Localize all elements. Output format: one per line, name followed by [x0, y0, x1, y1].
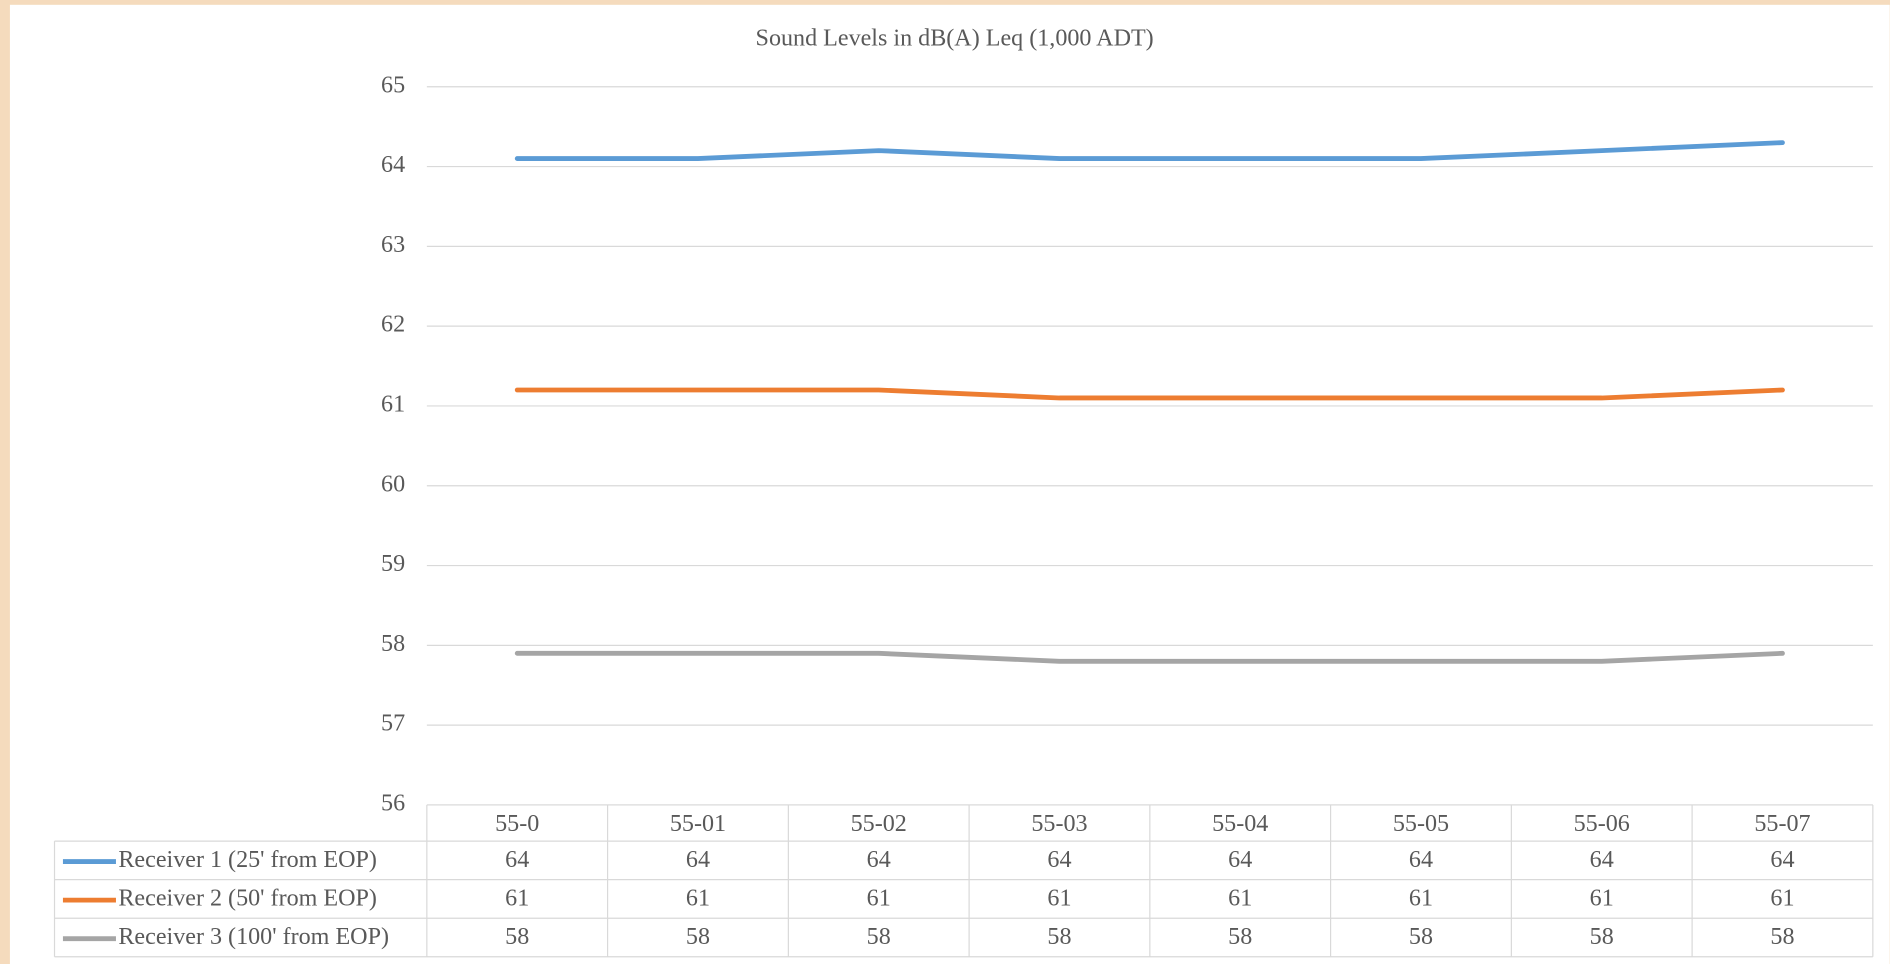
- table-value: 61: [867, 886, 891, 912]
- series-line: [514, 650, 1785, 664]
- table-value: 58: [867, 924, 891, 950]
- x-tick-label: 55-02: [851, 811, 907, 837]
- y-tick-label: 65: [381, 72, 405, 98]
- x-tick-label: 55-07: [1754, 811, 1810, 837]
- table-value: 58: [1228, 924, 1252, 950]
- x-tick-label: 55-05: [1393, 811, 1449, 837]
- table-value: 64: [1047, 847, 1071, 873]
- x-tick-label: 55-0: [495, 811, 539, 837]
- table-value: 64: [1409, 847, 1433, 873]
- table-value: 61: [1047, 886, 1071, 912]
- table-value: 64: [1590, 847, 1614, 873]
- legend-label: Receiver 1 (25' from EOP): [118, 847, 377, 873]
- table-value: 64: [1228, 847, 1252, 873]
- legend-label: Receiver 2 (50' from EOP): [118, 886, 377, 912]
- y-tick-label: 57: [381, 711, 405, 737]
- table-value: 61: [1228, 886, 1252, 912]
- y-tick-label: 62: [381, 312, 405, 338]
- x-tick-label: 55-04: [1212, 811, 1268, 837]
- table-value: 58: [505, 924, 529, 950]
- chart-area: [9, 4, 1890, 964]
- legend-label: Receiver 3 (100' from EOP): [118, 924, 389, 950]
- y-tick-label: 58: [381, 631, 405, 657]
- y-tick-label: 61: [381, 391, 405, 417]
- y-tick-label: 60: [381, 471, 405, 497]
- table-value: 61: [1409, 886, 1433, 912]
- table-value: 61: [686, 886, 710, 912]
- x-tick-label: 55-01: [670, 811, 726, 837]
- table-value: 61: [1770, 886, 1794, 912]
- chart-title: Sound Levels in dB(A) Leq (1,000 ADT): [756, 25, 1154, 51]
- y-tick-label: 56: [381, 790, 405, 816]
- y-tick-label: 64: [381, 152, 405, 178]
- table-value: 61: [505, 886, 529, 912]
- y-tick-label: 63: [381, 232, 405, 258]
- table-value: 64: [1770, 847, 1794, 873]
- table-value: 58: [1047, 924, 1071, 950]
- table-value: 64: [867, 847, 891, 873]
- table-value: 58: [1770, 924, 1794, 950]
- series-line: [514, 140, 1785, 161]
- table-value: 64: [686, 847, 710, 873]
- table-value: 58: [686, 924, 710, 950]
- y-tick-label: 59: [381, 551, 405, 577]
- x-tick-label: 55-06: [1574, 811, 1630, 837]
- table-value: 61: [1590, 886, 1614, 912]
- x-tick-label: 55-03: [1031, 811, 1087, 837]
- table-value: 64: [505, 847, 529, 873]
- table-value: 58: [1590, 924, 1614, 950]
- series-line: [514, 387, 1785, 401]
- table-value: 58: [1409, 924, 1433, 950]
